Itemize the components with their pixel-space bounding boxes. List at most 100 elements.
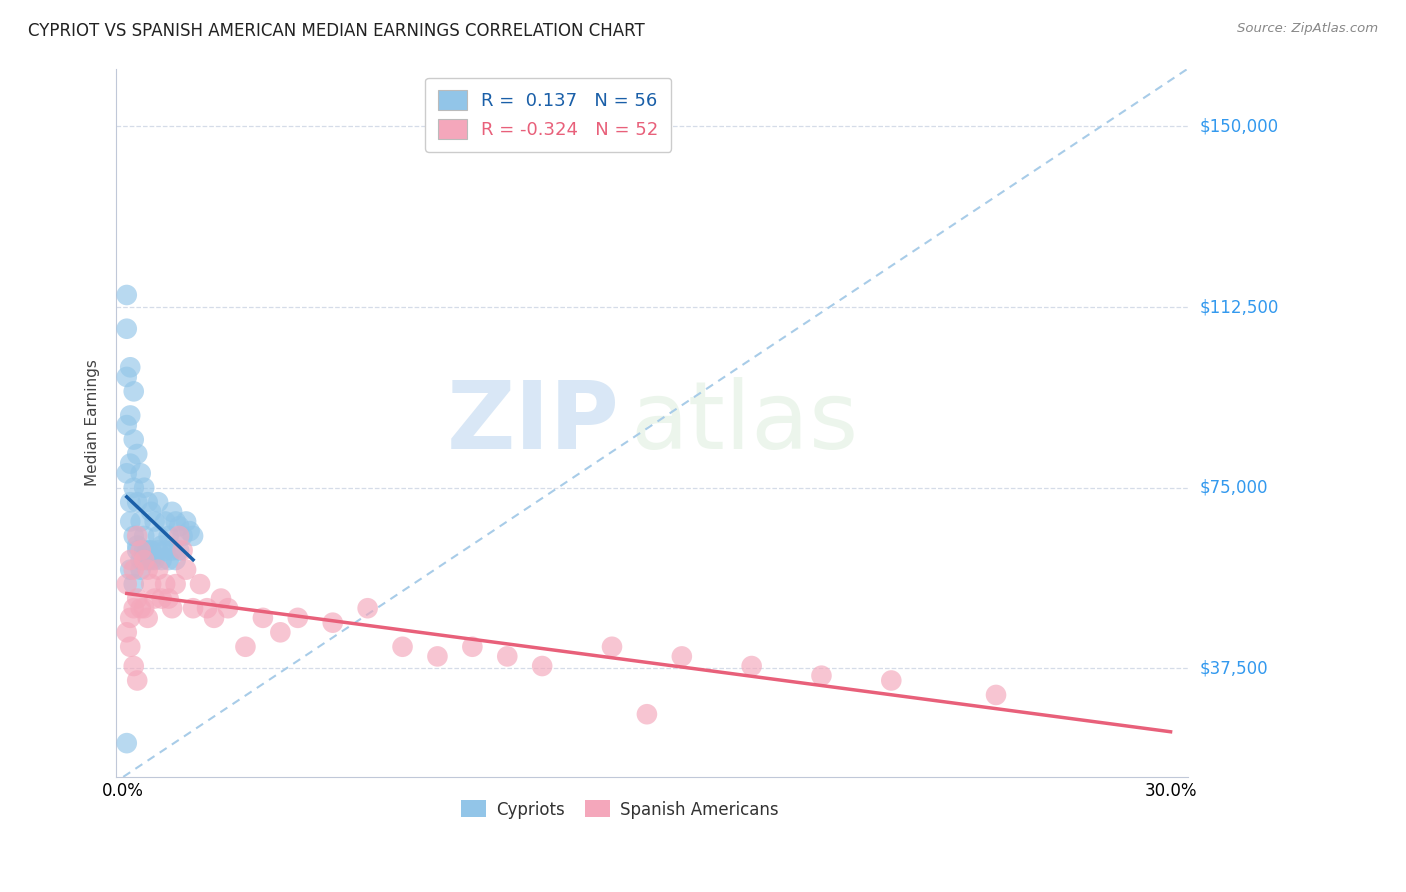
Point xyxy=(179,524,201,538)
Point xyxy=(120,457,142,471)
Point xyxy=(146,529,169,543)
Point xyxy=(129,467,152,481)
Point xyxy=(984,688,1007,702)
Point xyxy=(122,601,145,615)
Point xyxy=(636,707,658,722)
Text: CYPRIOT VS SPANISH AMERICAN MEDIAN EARNINGS CORRELATION CHART: CYPRIOT VS SPANISH AMERICAN MEDIAN EARNI… xyxy=(28,22,645,40)
Point xyxy=(122,563,145,577)
Point xyxy=(141,553,163,567)
Point xyxy=(141,505,163,519)
Point xyxy=(600,640,623,654)
Point xyxy=(146,495,169,509)
Point xyxy=(269,625,291,640)
Point xyxy=(153,515,176,529)
Point xyxy=(141,577,163,591)
Y-axis label: Median Earnings: Median Earnings xyxy=(86,359,100,486)
Point xyxy=(181,601,204,615)
Point xyxy=(122,384,145,399)
Point xyxy=(122,481,145,495)
Point xyxy=(127,591,149,606)
Point xyxy=(880,673,903,688)
Point xyxy=(115,288,138,302)
Text: ZIP: ZIP xyxy=(447,376,620,468)
Point xyxy=(153,577,176,591)
Point xyxy=(356,601,378,615)
Point xyxy=(157,553,180,567)
Point xyxy=(671,649,693,664)
Point xyxy=(461,640,484,654)
Point xyxy=(134,481,156,495)
Point xyxy=(391,640,413,654)
Point xyxy=(202,611,225,625)
Point xyxy=(127,673,149,688)
Point xyxy=(160,601,183,615)
Text: Source: ZipAtlas.com: Source: ZipAtlas.com xyxy=(1237,22,1378,36)
Point xyxy=(115,625,138,640)
Point xyxy=(115,322,138,336)
Point xyxy=(127,529,149,543)
Point xyxy=(172,543,194,558)
Point xyxy=(150,553,173,567)
Text: atlas: atlas xyxy=(631,376,859,468)
Point xyxy=(129,515,152,529)
Point xyxy=(188,577,211,591)
Point xyxy=(120,563,142,577)
Point xyxy=(141,543,163,558)
Point xyxy=(167,519,190,533)
Point xyxy=(134,601,156,615)
Point xyxy=(157,529,180,543)
Point xyxy=(136,495,159,509)
Point xyxy=(129,543,152,558)
Point xyxy=(143,591,166,606)
Point xyxy=(181,529,204,543)
Point xyxy=(115,418,138,433)
Point xyxy=(136,563,159,577)
Point xyxy=(160,505,183,519)
Point xyxy=(129,601,152,615)
Point xyxy=(174,515,197,529)
Point xyxy=(115,818,138,832)
Point xyxy=(122,433,145,447)
Point xyxy=(120,640,142,654)
Point xyxy=(127,543,149,558)
Point xyxy=(235,640,257,654)
Point xyxy=(146,563,169,577)
Point xyxy=(120,515,142,529)
Point xyxy=(129,563,152,577)
Point xyxy=(217,601,239,615)
Point xyxy=(160,543,183,558)
Point xyxy=(122,529,145,543)
Point xyxy=(115,370,138,384)
Point xyxy=(287,611,309,625)
Point xyxy=(127,539,149,553)
Point xyxy=(134,543,156,558)
Point xyxy=(136,611,159,625)
Point xyxy=(167,529,190,543)
Point xyxy=(115,577,138,591)
Point xyxy=(322,615,344,630)
Point xyxy=(115,467,138,481)
Point xyxy=(531,659,554,673)
Legend: Cypriots, Spanish Americans: Cypriots, Spanish Americans xyxy=(454,794,786,825)
Point xyxy=(252,611,274,625)
Point xyxy=(146,543,169,558)
Point xyxy=(127,447,149,461)
Point xyxy=(165,515,187,529)
Point xyxy=(157,591,180,606)
Point xyxy=(120,495,142,509)
Point xyxy=(122,577,145,591)
Point xyxy=(165,553,187,567)
Point xyxy=(143,553,166,567)
Point xyxy=(115,736,138,750)
Point xyxy=(127,495,149,509)
Point xyxy=(120,553,142,567)
Point xyxy=(120,409,142,423)
Point xyxy=(209,591,232,606)
Point xyxy=(136,553,159,567)
Point xyxy=(153,543,176,558)
Point xyxy=(426,649,449,664)
Text: $37,500: $37,500 xyxy=(1199,659,1268,677)
Point xyxy=(150,591,173,606)
Point xyxy=(810,668,832,682)
Point xyxy=(174,563,197,577)
